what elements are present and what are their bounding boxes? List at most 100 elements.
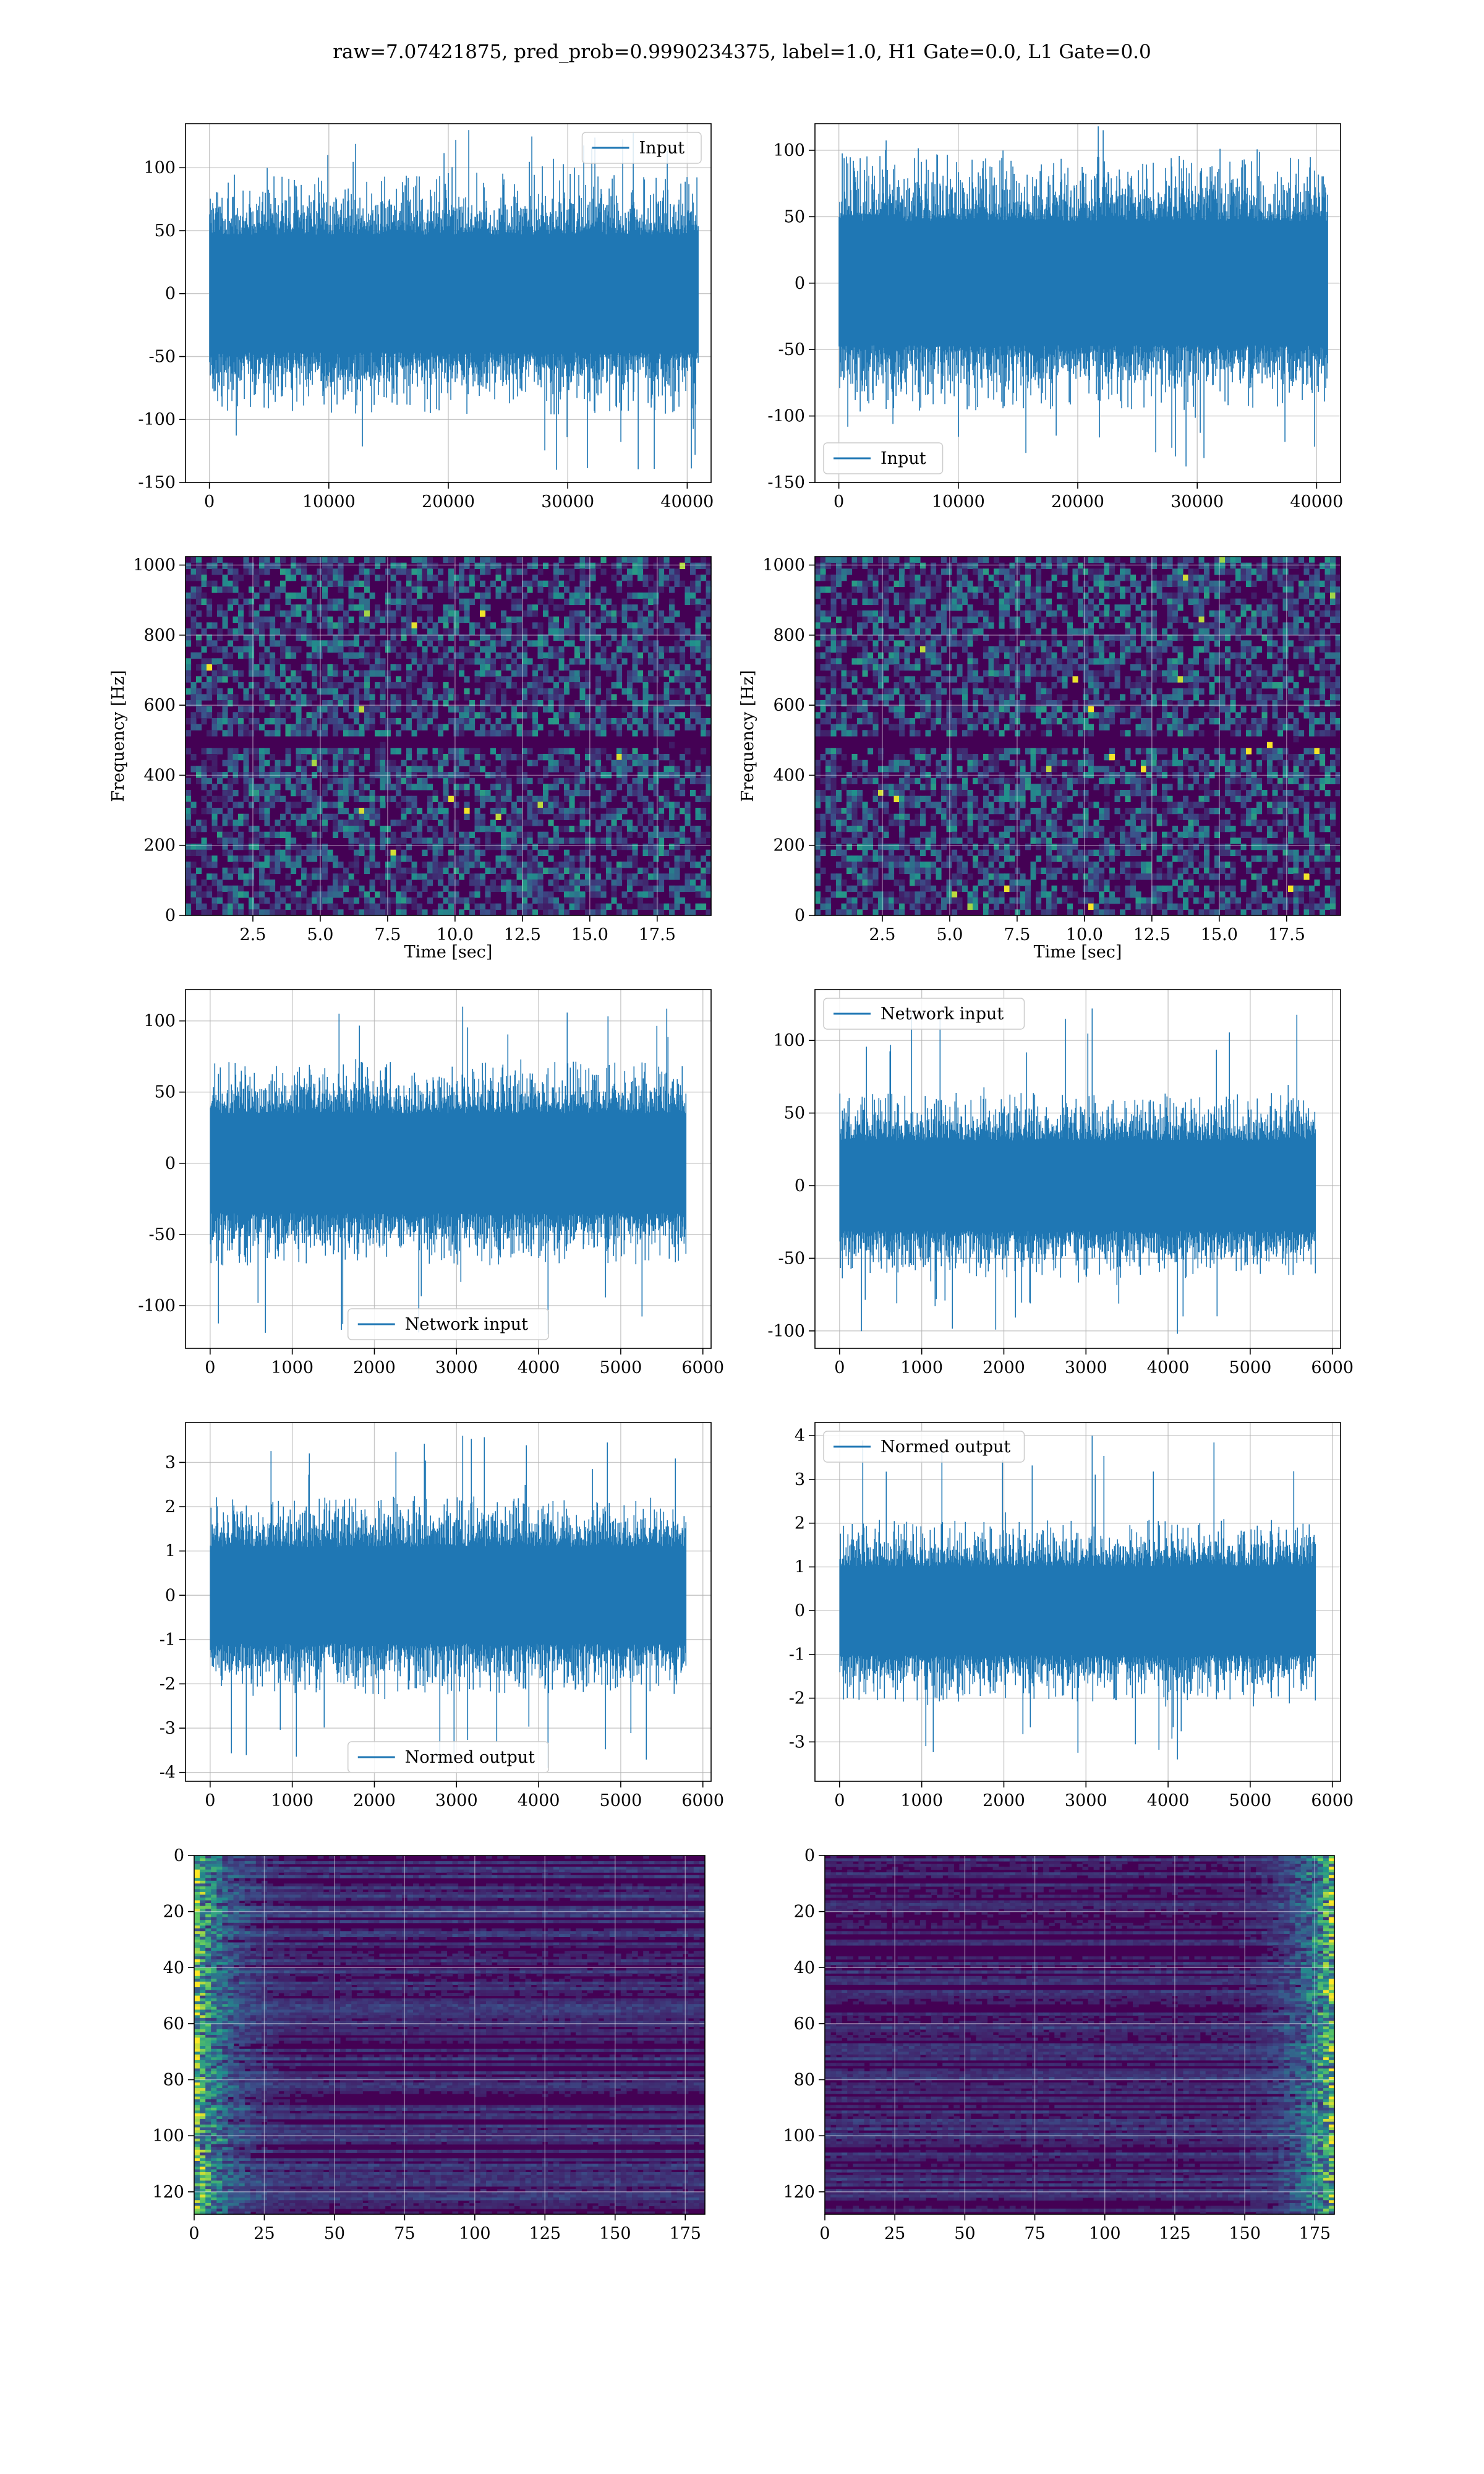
x-tick-label: 10.0 bbox=[1066, 925, 1103, 944]
x-tick-label: 75 bbox=[1024, 2224, 1045, 2243]
y-tick-label: 40 bbox=[794, 1958, 815, 1977]
y-tick-label: 400 bbox=[143, 766, 176, 785]
y-tick-label: 1000 bbox=[133, 556, 176, 575]
y-tick-label: 0 bbox=[795, 1176, 805, 1196]
legend-box bbox=[823, 442, 944, 474]
x-tick-label: 2.5 bbox=[869, 925, 895, 944]
x-tick-label: 5.0 bbox=[936, 925, 963, 944]
y-tick-label: -50 bbox=[778, 340, 805, 359]
y-tick-label: 0 bbox=[165, 1586, 176, 1605]
x-tick-label: 100 bbox=[1089, 2224, 1121, 2243]
x-tick-label: 175 bbox=[1299, 2224, 1331, 2243]
y-tick-label: 20 bbox=[794, 1903, 815, 1922]
panel-h1-feature-map: 0 25 50 75 100 125 150 175 0 20 40 60 80 100 120 bbox=[152, 1846, 706, 2243]
x-tick-label: 5.0 bbox=[307, 925, 333, 944]
x-tick-label: 50 bbox=[954, 2224, 975, 2243]
y-tick-label: 0 bbox=[165, 1154, 176, 1173]
legend-entry: Normed output bbox=[881, 1437, 1010, 1457]
x-tick-label: 12.5 bbox=[504, 925, 541, 944]
y-tick-label: 0 bbox=[795, 906, 805, 925]
x-tick-label: 5000 bbox=[1229, 1791, 1272, 1810]
x-tick-label: 1000 bbox=[900, 1358, 943, 1377]
axes-frame bbox=[814, 556, 1341, 916]
y-tick-label: -1 bbox=[160, 1630, 176, 1650]
x-tick-label: 50 bbox=[324, 2224, 345, 2243]
y-tick-label: 600 bbox=[143, 696, 176, 715]
legend-entry: Input bbox=[881, 449, 926, 468]
y-tick-label: -150 bbox=[138, 473, 176, 492]
panel-h1-input: 0 10000 20000 30000 40000 -150 -100 -50 0 50 100 In… bbox=[138, 123, 714, 511]
y-tick-label: -100 bbox=[138, 410, 176, 429]
x-tick-label: 10000 bbox=[932, 492, 985, 511]
x-tick-label: 150 bbox=[599, 2224, 631, 2243]
y-tick-label: 600 bbox=[773, 696, 805, 715]
y-tick-label: 120 bbox=[783, 2183, 815, 2202]
y-tick-label: -2 bbox=[789, 1689, 805, 1708]
y-tick-label: 100 bbox=[773, 141, 805, 160]
y-tick-label: 100 bbox=[773, 1031, 805, 1050]
y-tick-label: -4 bbox=[160, 1763, 176, 1783]
y-tick-label: 0 bbox=[804, 1846, 815, 1865]
x-tick-label: 7.5 bbox=[374, 925, 401, 944]
y-tick-label: 400 bbox=[773, 766, 805, 785]
panel-h1-spectrogram: 2.5 5.0 7.5 10.0 12.5 15.0 17.5 0 200 400 600 800 10… bbox=[109, 556, 712, 962]
y-tick-label: 60 bbox=[163, 2014, 184, 2034]
axes-frame bbox=[194, 1855, 706, 2215]
heatmap-cells bbox=[815, 557, 1341, 916]
x-tick-label: 2000 bbox=[983, 1791, 1025, 1810]
x-tick-label: 1000 bbox=[900, 1791, 943, 1810]
legend: Normed output bbox=[823, 1431, 1025, 1463]
y-tick-label: -150 bbox=[767, 473, 805, 492]
x-tick-label: 4000 bbox=[518, 1358, 560, 1377]
axes-frame bbox=[814, 989, 1341, 1349]
x-tick-label: 2.5 bbox=[239, 925, 266, 944]
y-tick-label: 120 bbox=[152, 2183, 184, 2202]
x-tick-label: 5000 bbox=[600, 1358, 642, 1377]
legend: Network input bbox=[823, 998, 1025, 1030]
y-tick-label: 1000 bbox=[762, 556, 805, 575]
x-tick-label: 40000 bbox=[660, 492, 714, 511]
x-tick-label: 0 bbox=[205, 1358, 215, 1377]
x-tick-label: 15.0 bbox=[571, 925, 608, 944]
axes-frame bbox=[185, 989, 712, 1349]
x-tick-label: 0 bbox=[204, 492, 215, 511]
y-tick-label: -50 bbox=[149, 347, 176, 366]
axes-frame bbox=[814, 123, 1341, 483]
x-tick-label: 100 bbox=[459, 2224, 491, 2243]
x-tick-label: 2000 bbox=[353, 1358, 396, 1377]
y-tick-label: 0 bbox=[165, 285, 176, 304]
x-tick-label: 5000 bbox=[600, 1791, 642, 1810]
y-tick-label: 3 bbox=[795, 1470, 805, 1489]
x-tick-label: 1000 bbox=[271, 1358, 313, 1377]
series-line bbox=[839, 1436, 1316, 1760]
figure-title: raw=7.07421875, pred_prob=0.9990234375, … bbox=[0, 41, 1484, 63]
x-tick-label: 20000 bbox=[1051, 492, 1104, 511]
y-tick-label: 100 bbox=[783, 2126, 815, 2146]
y-tick-label: -100 bbox=[767, 407, 805, 426]
y-tick-label: 0 bbox=[795, 274, 805, 293]
x-tick-label: 4000 bbox=[1147, 1791, 1190, 1810]
legend: Network input bbox=[348, 1308, 549, 1340]
x-tick-label: 175 bbox=[669, 2224, 701, 2243]
axes-frame bbox=[185, 556, 712, 916]
x-tick-label: 10000 bbox=[302, 492, 356, 511]
y-tick-label: 100 bbox=[152, 2126, 184, 2146]
x-tick-label: 6000 bbox=[1311, 1791, 1354, 1810]
x-tick-label: 2000 bbox=[353, 1791, 396, 1810]
y-tick-label: 100 bbox=[143, 158, 176, 178]
x-tick-label: 30000 bbox=[541, 492, 594, 511]
y-tick-label: 50 bbox=[155, 221, 176, 241]
y-tick-label: 40 bbox=[163, 1958, 184, 1977]
x-tick-label: 3000 bbox=[435, 1791, 478, 1810]
y-tick-label: 200 bbox=[773, 836, 805, 855]
y-axis-label: Frequency [Hz] bbox=[738, 670, 757, 802]
legend-entry: Normed output bbox=[405, 1748, 535, 1767]
heatmap-cells bbox=[825, 1856, 1335, 2215]
axes-frame bbox=[814, 1422, 1341, 1782]
y-tick-label: 2 bbox=[165, 1497, 176, 1517]
series-line bbox=[839, 1008, 1316, 1334]
x-tick-label: 0 bbox=[205, 1791, 215, 1810]
x-tick-label: 1000 bbox=[271, 1791, 313, 1810]
y-tick-label: 50 bbox=[784, 1104, 805, 1123]
